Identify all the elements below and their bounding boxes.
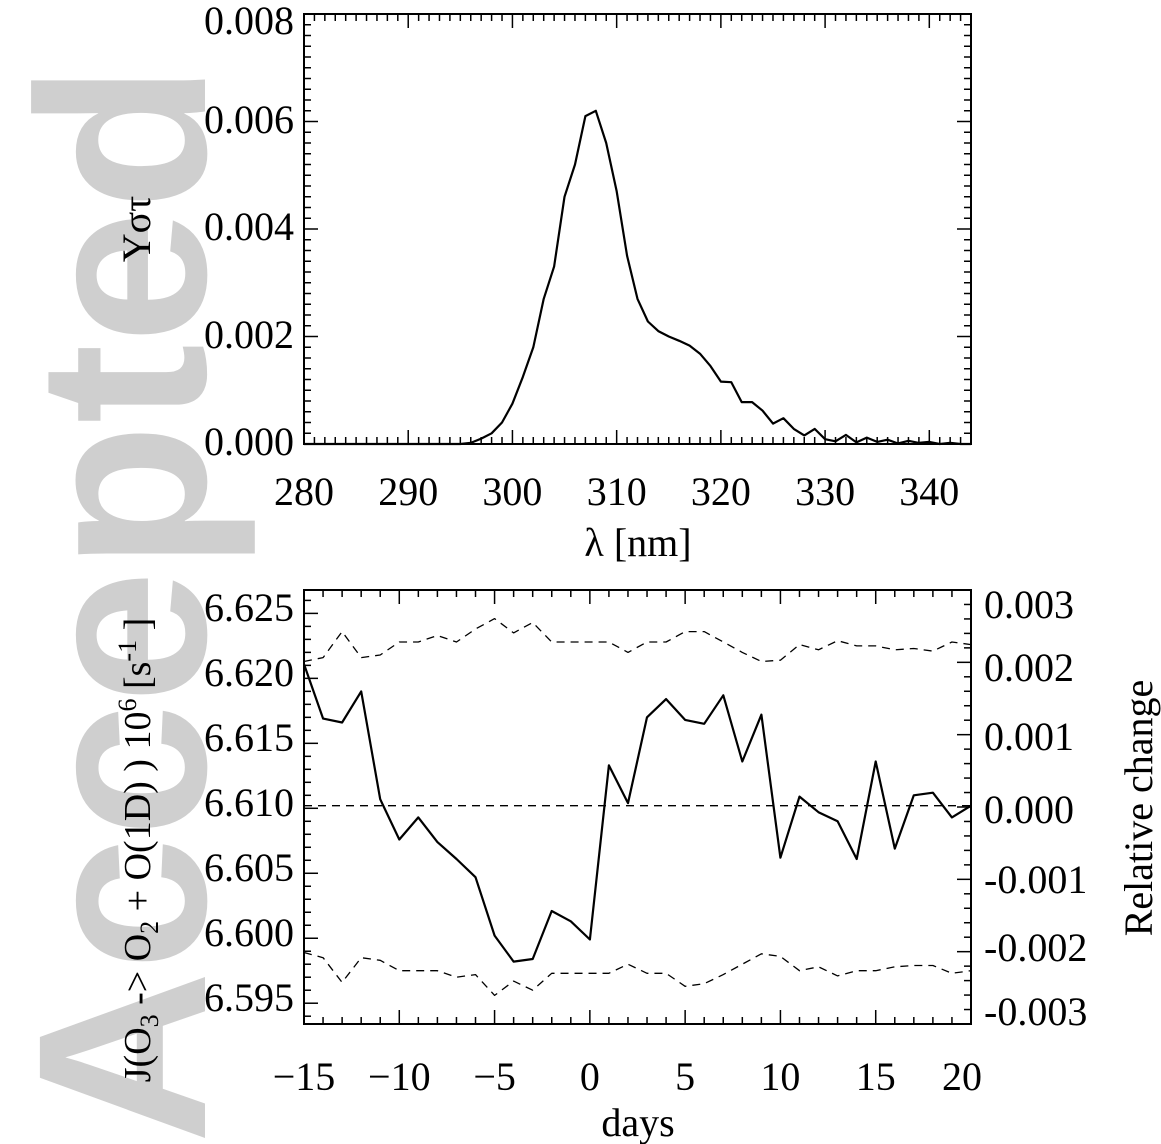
bottom-y-tick-labels: 6.595 6.600 6.605 6.610 6.615 6.620 6.62… <box>204 585 294 1020</box>
bottom-y-tick-label: 6.610 <box>204 780 294 825</box>
bottom-y-tick-label: 6.625 <box>204 585 294 630</box>
bottom-lines <box>302 617 972 997</box>
series-line-1 <box>304 109 971 446</box>
top-y-tick-label: 0.000 <box>204 419 294 464</box>
top-y-axis-title: Yστ <box>114 196 159 263</box>
series-line-3 <box>303 951 972 997</box>
right-y-tick-label: -0.001 <box>984 857 1087 902</box>
bottom-x-tick-label: 15 <box>856 1054 896 1099</box>
bottom-y-axis-title: J(O3 -> O2 + O(1D) ) 106 [s-1 ] <box>113 618 164 1082</box>
top-x-tick-label: 340 <box>899 469 959 514</box>
top-x-tick-label: 330 <box>795 469 855 514</box>
series-line-1 <box>302 663 972 963</box>
bottom-y-tick-label: 6.615 <box>204 715 294 760</box>
bottom-x-axis-title: days <box>601 1100 674 1144</box>
watermark: Accepted Article <box>0 0 256 1144</box>
top-y-tick-label: 0.006 <box>204 97 294 142</box>
bottom-x-tick-label: 0 <box>580 1054 600 1099</box>
top-x-tick-label: 290 <box>378 469 438 514</box>
bottom-y-tick-label: 6.605 <box>204 845 294 890</box>
bottom-x-tick-label: −10 <box>368 1054 431 1099</box>
bottom-y-tick-label: 6.595 <box>204 975 294 1020</box>
right-y-tick-label: -0.002 <box>984 925 1087 970</box>
top-plot-frame <box>303 13 972 445</box>
bottom-y-tick-label: 6.620 <box>204 650 294 695</box>
top-x-tick-label: 300 <box>482 469 542 514</box>
top-y-tick-label: 0.008 <box>204 0 294 43</box>
series-line-2 <box>303 617 972 663</box>
top-x-tick-labels: 280 290 300 310 320 330 340 <box>274 469 959 514</box>
top-y-tick-labels: 0.000 0.002 0.004 0.006 0.008 <box>204 0 294 464</box>
top-x-tick-label: 280 <box>274 469 334 514</box>
top-y-tick-label: 0.004 <box>204 204 294 249</box>
bottom-right-y-tick-labels: -0.003 -0.002 -0.001 0.000 0.001 0.002 0… <box>984 582 1087 1034</box>
right-y-tick-label: 0.002 <box>984 645 1074 690</box>
bottom-x-tick-labels: −15 −10 −5 0 5 10 15 20 <box>273 1054 982 1099</box>
top-x-axis-title: λ [nm] <box>584 520 691 565</box>
right-y-tick-label: 0.001 <box>984 714 1074 759</box>
right-y-tick-label: 0.000 <box>984 787 1074 832</box>
bottom-x-tick-label: −5 <box>473 1054 516 1099</box>
top-x-tick-label: 320 <box>691 469 751 514</box>
right-y-tick-label: 0.003 <box>984 582 1074 627</box>
bottom-x-tick-label: −15 <box>273 1054 336 1099</box>
top-lines <box>304 109 971 446</box>
bottom-x-tick-label: 10 <box>760 1054 800 1099</box>
bottom-chart: −15 −10 −5 0 5 10 15 20 6.595 6.600 6.60… <box>113 582 1161 1144</box>
right-y-tick-label: -0.003 <box>984 989 1087 1034</box>
bottom-y-tick-label: 6.600 <box>204 910 294 955</box>
bottom-ticks <box>303 589 972 1025</box>
bottom-right-y-axis-title: Relative change <box>1116 680 1161 937</box>
bottom-plot-frame <box>303 589 972 1025</box>
top-y-tick-label: 0.002 <box>204 312 294 357</box>
bottom-x-tick-label: 5 <box>675 1054 695 1099</box>
top-chart: 280 290 300 310 320 330 340 0.000 0.002 … <box>114 0 972 565</box>
top-x-tick-label: 310 <box>587 469 647 514</box>
bottom-x-tick-label: 20 <box>942 1054 982 1099</box>
top-ticks <box>303 13 972 445</box>
